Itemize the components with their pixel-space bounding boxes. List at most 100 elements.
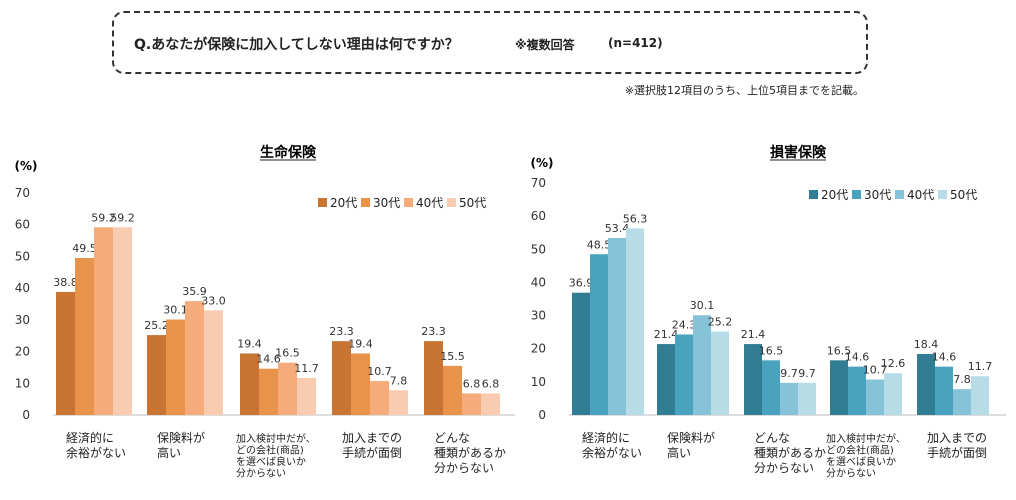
question-box (112, 11, 868, 74)
life-y-tick-label: 50 (15, 249, 30, 263)
life-category-label: 手続が面倒 (342, 445, 402, 460)
life-legend-label: 30代 (373, 196, 400, 210)
life-legend-swatch-30代 (361, 198, 370, 207)
life-bar-50代-3 (389, 390, 408, 415)
life-data-label: 15.5 (440, 350, 465, 363)
damage-legend-label: 30代 (864, 188, 891, 202)
life-y-axis-label: (%) (15, 159, 38, 173)
damage-category-label: を選べば良いか (826, 455, 896, 468)
life-data-label: 6.8 (463, 377, 481, 390)
life-data-label: 23.3 (421, 325, 446, 338)
life-legend-label: 20代 (330, 196, 357, 210)
damage-data-label: 25.2 (708, 315, 733, 328)
life-bar-20代-3 (332, 341, 351, 415)
damage-data-label: 9.7 (798, 367, 816, 380)
damage-data-label: 56.3 (623, 212, 648, 225)
damage-data-label: 16.5 (759, 344, 784, 357)
life-bar-40代-2 (278, 362, 297, 415)
damage-category-label: 手続が面倒 (927, 445, 987, 460)
life-bar-30代-4 (443, 365, 462, 415)
life-data-label: 7.8 (390, 374, 408, 387)
damage-bar-30代-4 (935, 366, 953, 415)
life-legend-label: 40代 (416, 196, 443, 210)
damage-bar-20代-2 (744, 344, 762, 415)
damage-data-label: 14.6 (845, 351, 870, 364)
damage-y-tick-label: 40 (531, 275, 546, 289)
damage-data-label: 9.7 (780, 367, 798, 380)
life-data-label: 30.1 (163, 304, 188, 317)
life-bar-20代-4 (424, 341, 443, 415)
life-data-label: 6.8 (482, 377, 500, 390)
life-y-tick-label: 40 (15, 281, 30, 295)
life-data-label: 33.0 (201, 294, 226, 307)
damage-data-label: 21.4 (741, 328, 766, 341)
damage-legend-label: 50代 (950, 188, 977, 202)
damage-chart-title: 損害保険 (770, 144, 827, 161)
life-category-label: 種類があるか (434, 445, 506, 460)
life-bar-40代-3 (370, 381, 389, 415)
damage-category-label: 経済的に (582, 430, 630, 445)
life-category-label: 分からない (434, 461, 494, 475)
life-category-label: 加入検討中だが、 (236, 432, 316, 445)
life-bar-40代-4 (462, 393, 481, 415)
life-category-label: どんな (434, 431, 470, 445)
life-y-tick-label: 0 (22, 408, 30, 422)
question-text: Q.あなたが保険に加入してしない理由は何ですか？ (134, 37, 459, 53)
life-category-label: 加入までの (342, 431, 402, 445)
damage-bar-40代-3 (866, 379, 884, 415)
damage-data-label: 16.5 (827, 344, 852, 357)
damage-bar-40代-2 (780, 382, 798, 415)
damage-y-tick-label: 60 (531, 209, 546, 223)
damage-legend-swatch-50代 (938, 190, 947, 199)
life-y-tick-label: 10 (15, 376, 30, 390)
life-y-tick-label: 20 (15, 345, 30, 359)
damage-y-tick-label: 10 (531, 375, 546, 389)
life-category-label: 高い (157, 445, 181, 460)
life-data-label: 59.2 (91, 211, 116, 224)
damage-category-label: 加入までの (927, 431, 987, 445)
damage-data-label: 7.8 (953, 373, 971, 386)
damage-bar-50代-2 (798, 382, 816, 415)
damage-bar-40代-4 (953, 389, 971, 415)
life-category-label: 保険料が (157, 430, 205, 445)
life-bar-50代-1 (204, 310, 223, 415)
damage-bar-50代-4 (971, 376, 989, 415)
damage-y-tick-label: 50 (531, 242, 546, 256)
damage-data-label: 14.6 (932, 351, 957, 364)
damage-category-label: 余裕がない (582, 445, 642, 460)
life-legend-swatch-40代 (404, 198, 413, 207)
life-data-label: 35.9 (182, 285, 207, 298)
damage-legend-swatch-40代 (895, 190, 904, 199)
life-category-label: 分からない (236, 468, 286, 480)
damage-category-label: どんな (754, 431, 790, 445)
life-bar-50代-2 (297, 377, 316, 415)
life-category-label: を選べば良いか (236, 455, 306, 468)
life-data-label: 19.4 (237, 337, 262, 350)
life-category-label: 余裕がない (66, 445, 126, 460)
damage-y-axis-label: (%) (531, 156, 554, 170)
life-data-label: 59.2 (110, 211, 135, 224)
damage-bar-20代-4 (917, 354, 935, 415)
life-bar-30代-1 (166, 319, 185, 415)
damage-category-label: 保険料が (667, 430, 715, 445)
damage-category-label: 種類があるか (754, 445, 826, 460)
damage-data-label: 53.4 (605, 222, 630, 235)
life-bar-20代-0 (56, 291, 75, 415)
life-bar-30代-2 (259, 368, 278, 415)
damage-bar-40代-0 (608, 238, 626, 415)
life-data-label: 19.4 (348, 337, 373, 350)
damage-category-label: どの会社(商品) (826, 444, 894, 457)
damage-data-label: 18.4 (914, 338, 939, 351)
damage-y-tick-label: 70 (531, 176, 546, 190)
damage-bar-30代-2 (762, 360, 780, 415)
damage-legend-label: 20代 (821, 188, 848, 202)
damage-y-tick-label: 20 (531, 342, 546, 356)
damage-legend-label: 40代 (907, 188, 934, 202)
damage-bar-30代-0 (590, 254, 608, 415)
damage-data-label: 48.5 (587, 238, 612, 251)
life-bar-20代-1 (147, 335, 166, 415)
damage-category-label: 分からない (826, 468, 876, 480)
life-bar-40代-1 (185, 301, 204, 415)
damage-data-label: 12.6 (881, 357, 906, 370)
life-data-label: 11.7 (294, 362, 319, 375)
